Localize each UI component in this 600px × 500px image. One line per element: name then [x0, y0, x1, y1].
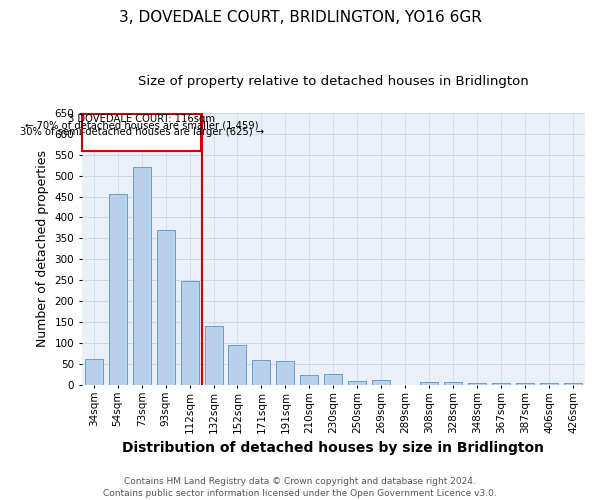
Bar — [205, 326, 223, 385]
X-axis label: Distribution of detached houses by size in Bridlington: Distribution of detached houses by size … — [122, 441, 544, 455]
Bar — [109, 194, 127, 385]
Bar — [349, 381, 367, 385]
Bar — [157, 230, 175, 385]
Text: 3, DOVEDALE COURT, BRIDLINGTON, YO16 6GR: 3, DOVEDALE COURT, BRIDLINGTON, YO16 6GR — [119, 10, 481, 25]
Bar — [468, 383, 486, 385]
Bar — [85, 358, 103, 385]
Title: Size of property relative to detached houses in Bridlington: Size of property relative to detached ho… — [138, 75, 529, 88]
Text: 3 DOVEDALE COURT: 116sqm: 3 DOVEDALE COURT: 116sqm — [68, 114, 215, 124]
Bar — [82, 114, 201, 152]
Bar — [277, 361, 295, 385]
Text: 30% of semi-detached houses are larger (625) →: 30% of semi-detached houses are larger (… — [20, 128, 263, 138]
Bar — [444, 382, 462, 385]
Text: Contains HM Land Registry data © Crown copyright and database right 2024.
Contai: Contains HM Land Registry data © Crown c… — [103, 476, 497, 498]
Bar — [516, 383, 534, 385]
Bar — [133, 167, 151, 385]
Bar — [229, 345, 247, 385]
Bar — [372, 380, 390, 385]
Bar — [325, 374, 343, 385]
Text: ← 70% of detached houses are smaller (1,459): ← 70% of detached houses are smaller (1,… — [25, 120, 259, 130]
Bar — [253, 360, 271, 385]
Bar — [181, 281, 199, 385]
Bar — [492, 383, 510, 385]
Bar — [420, 382, 438, 385]
Y-axis label: Number of detached properties: Number of detached properties — [36, 150, 49, 348]
Bar — [301, 374, 319, 385]
Bar — [564, 384, 582, 385]
Bar — [540, 384, 558, 385]
